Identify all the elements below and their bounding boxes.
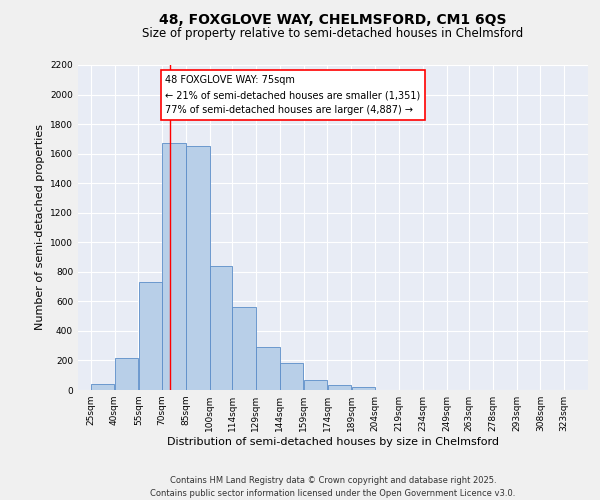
Text: Size of property relative to semi-detached houses in Chelmsford: Size of property relative to semi-detach… (142, 28, 524, 40)
Bar (139, 282, 162, 390)
Y-axis label: Number of semi-detached properties: Number of semi-detached properties (35, 124, 44, 330)
X-axis label: Distribution of semi-detached houses by size in Chelmsford: Distribution of semi-detached houses by … (167, 437, 499, 447)
Bar (256, 347, 280, 390)
Bar (163, 144, 186, 390)
Bar (186, 146, 209, 390)
Bar (280, 364, 304, 390)
Text: 48 FOXGLOVE WAY: 75sqm
← 21% of semi-detached houses are smaller (1,351)
77% of : 48 FOXGLOVE WAY: 75sqm ← 21% of semi-det… (166, 76, 421, 115)
Bar (304, 380, 327, 390)
Bar (91, 384, 115, 390)
Bar (328, 385, 351, 390)
Text: Contains HM Land Registry data © Crown copyright and database right 2025.
Contai: Contains HM Land Registry data © Crown c… (151, 476, 515, 498)
Bar (210, 266, 232, 390)
Bar (232, 308, 256, 390)
Text: 48, FOXGLOVE WAY, CHELMSFORD, CM1 6QS: 48, FOXGLOVE WAY, CHELMSFORD, CM1 6QS (159, 12, 507, 26)
Bar (352, 387, 375, 390)
Bar (115, 358, 138, 390)
